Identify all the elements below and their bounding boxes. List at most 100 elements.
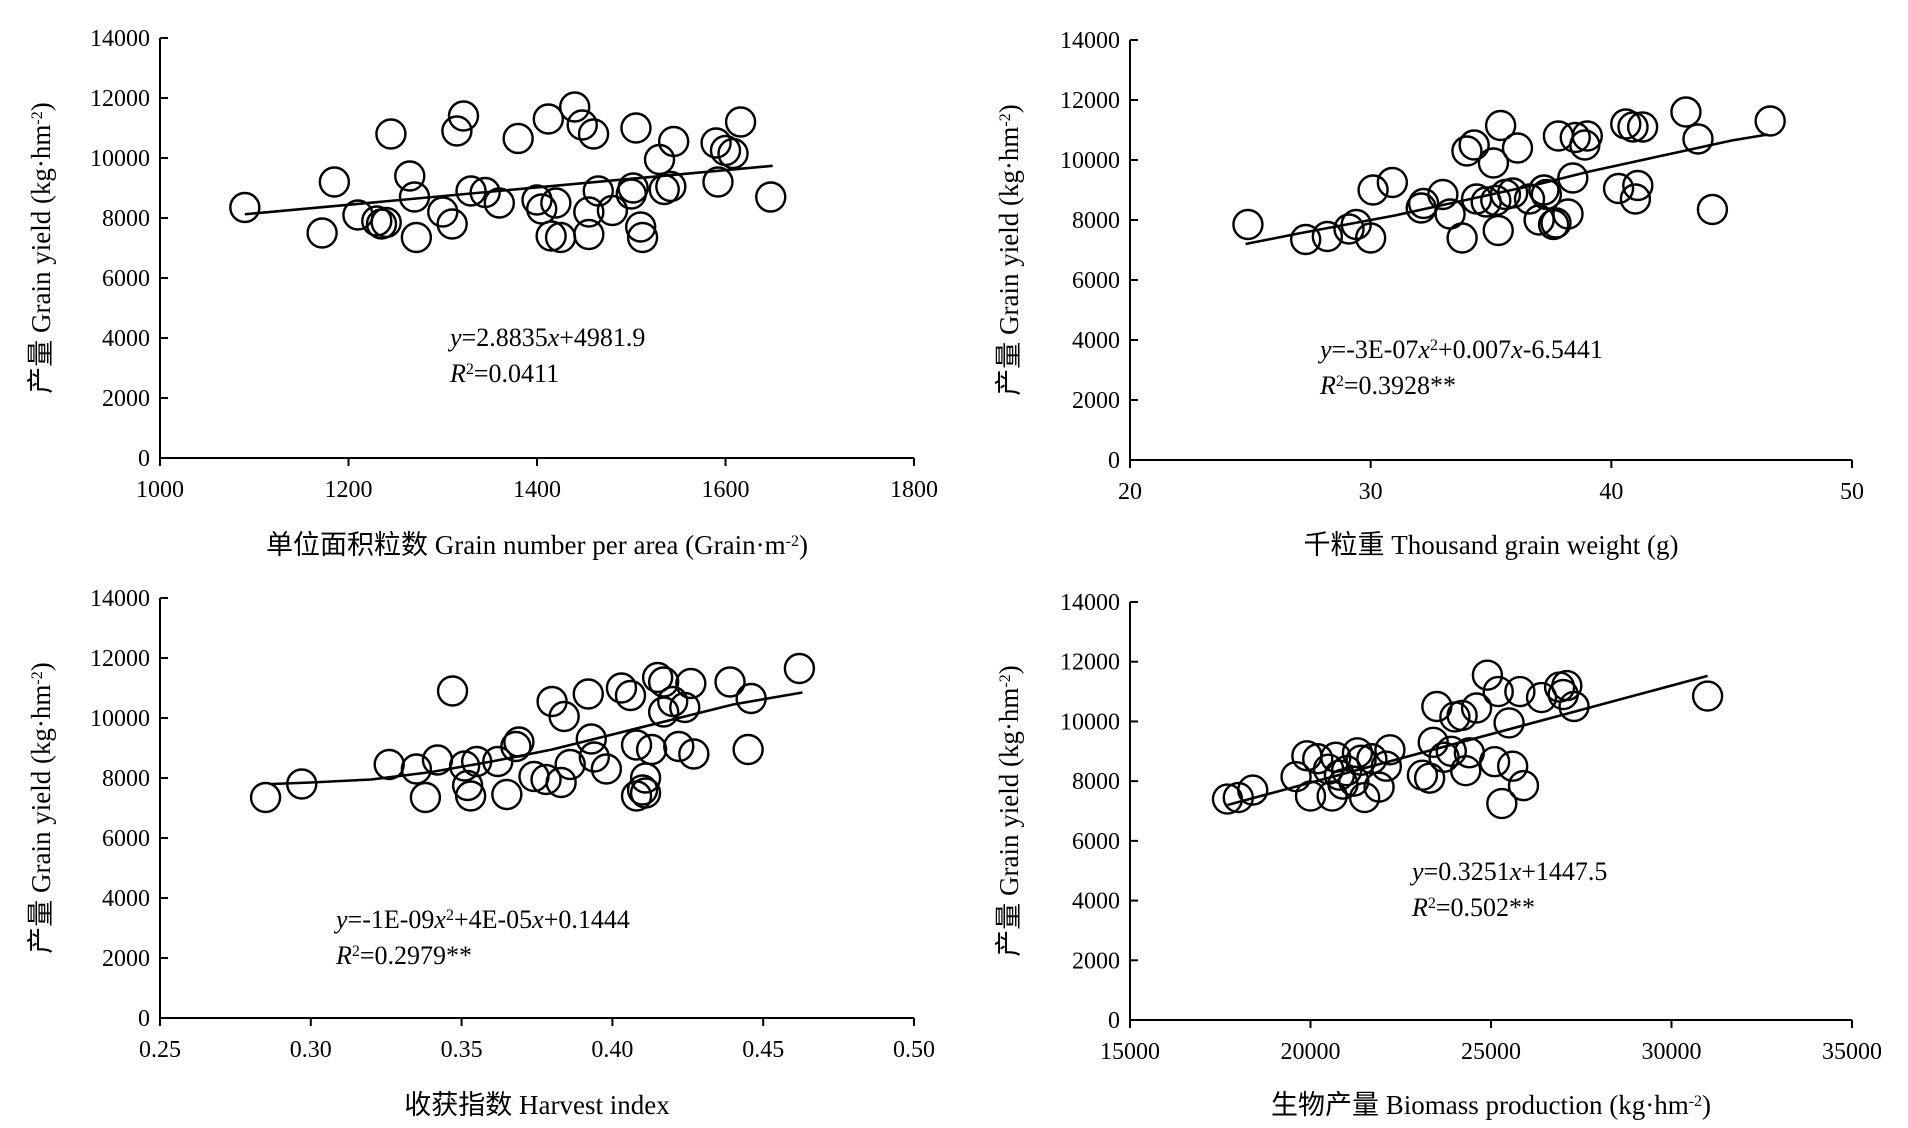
data-point <box>1232 208 1264 241</box>
data-point <box>1528 174 1560 206</box>
y-tick-label: 10000 <box>1060 709 1120 735</box>
data-point <box>702 166 734 198</box>
x-tick-label: 50 <box>1840 479 1864 505</box>
data-point <box>532 103 565 135</box>
y-tick-label: 4000 <box>102 326 150 352</box>
y-tick-label: 14000 <box>1060 28 1120 54</box>
y-tick-label: 0 <box>1108 1008 1120 1034</box>
data-point <box>624 211 657 243</box>
y-axis-label: 产量 Grain yield (kg·hm-2) <box>26 102 56 394</box>
data-point <box>1530 178 1563 211</box>
y-tick-label: 14000 <box>1060 590 1120 616</box>
data-point <box>1691 680 1724 712</box>
data-point <box>1482 675 1514 708</box>
scatter-panel-thousand-grain-weight: 0 2000 4000 6000 8000 10000 12000 14000 20 30 40 50… <box>994 28 1864 560</box>
data-point <box>675 667 707 700</box>
y-tick-label: 4000 <box>102 886 150 912</box>
data-point <box>575 723 607 755</box>
y-tick-label: 8000 <box>1072 769 1120 795</box>
data-point <box>1571 120 1603 152</box>
r-squared-value: R2=0.502** <box>1411 893 1535 922</box>
data-point <box>447 100 480 132</box>
r-squared-value: R2=0.3928** <box>1319 371 1456 400</box>
data-point <box>1482 214 1514 247</box>
data-point <box>1413 762 1446 794</box>
data-point <box>617 172 649 204</box>
data-point <box>1289 223 1322 256</box>
data-point <box>1460 692 1493 724</box>
data-point <box>577 118 610 150</box>
data-point <box>540 187 572 219</box>
y-tick-label: 2000 <box>102 386 150 412</box>
data-point <box>1504 675 1536 708</box>
data-point <box>1478 746 1511 778</box>
y-tick-label: 6000 <box>102 266 150 292</box>
trend-line <box>271 691 803 786</box>
data-point <box>427 196 459 228</box>
data-point <box>394 160 426 192</box>
x-tick-label: 0.45 <box>742 1037 784 1063</box>
y-tick-label: 12000 <box>90 646 150 672</box>
data-point <box>1626 111 1659 143</box>
data-point <box>491 778 523 811</box>
y-tick-label: 12000 <box>1060 88 1120 114</box>
data-point <box>1557 162 1589 194</box>
x-axis-label: 单位面积粒数 Grain number per area (Grain·m-2) <box>266 530 808 560</box>
data-point <box>629 777 662 809</box>
data-point <box>559 91 591 123</box>
data-point <box>535 220 567 252</box>
y-tick-label: 10000 <box>90 146 150 172</box>
data-point <box>641 661 674 694</box>
data-point <box>573 196 605 228</box>
data-point <box>1341 737 1374 769</box>
x-axis-label: 生物产量 Biomass production (kg·hm-2) <box>1271 1090 1711 1120</box>
data-point <box>1311 220 1344 253</box>
data-point <box>521 184 553 216</box>
r-squared-value: R2=0.0411 <box>449 359 559 388</box>
data-point <box>1617 111 1649 143</box>
data-point <box>724 106 757 138</box>
data-point <box>436 208 468 240</box>
y-tick-label: 12000 <box>1060 650 1120 676</box>
regression-equation: y=2.8835x+4981.9 <box>447 323 645 352</box>
data-point <box>566 109 598 141</box>
x-tick-label: 0.25 <box>139 1037 181 1063</box>
data-point <box>1682 123 1714 155</box>
x-tick-label: 35000 <box>1822 1039 1882 1065</box>
data-point <box>1501 132 1534 164</box>
trend-line <box>244 164 773 216</box>
y-tick-label: 8000 <box>1072 208 1120 234</box>
y-tick-label: 0 <box>138 446 150 472</box>
data-point <box>436 675 469 707</box>
data-point <box>1670 96 1702 128</box>
x-axis-label: 收获指数 Harvest index <box>404 1090 670 1120</box>
data-point <box>1345 744 1377 776</box>
x-tick-label: 0.50 <box>893 1037 935 1063</box>
y-tick-label: 10000 <box>1060 148 1120 174</box>
data-point <box>700 127 732 159</box>
regression-equation: y=-3E-07x2+0.007x-6.5441 <box>1317 335 1603 364</box>
y-tick-label: 12000 <box>90 86 150 112</box>
y-tick-label: 2000 <box>1072 948 1120 974</box>
data-point <box>657 125 690 158</box>
regression-equation: y=0.3251x+1447.5 <box>1409 857 1607 886</box>
data-point <box>620 780 653 812</box>
data-point <box>1754 105 1786 137</box>
data-point <box>620 729 653 761</box>
y-tick-label: 2000 <box>102 946 150 972</box>
data-point <box>1525 681 1558 714</box>
data-point <box>500 730 532 763</box>
data-point <box>1294 780 1327 812</box>
y-tick-label: 6000 <box>1072 268 1120 294</box>
data-point <box>229 191 261 224</box>
data-point <box>573 218 605 251</box>
data-point <box>1540 207 1572 239</box>
data-point <box>1622 169 1654 202</box>
data-point <box>1486 787 1518 820</box>
data-point <box>590 753 623 785</box>
data-point <box>361 205 393 237</box>
data-point <box>530 763 562 796</box>
data-point <box>460 745 493 778</box>
data-point <box>643 143 676 176</box>
